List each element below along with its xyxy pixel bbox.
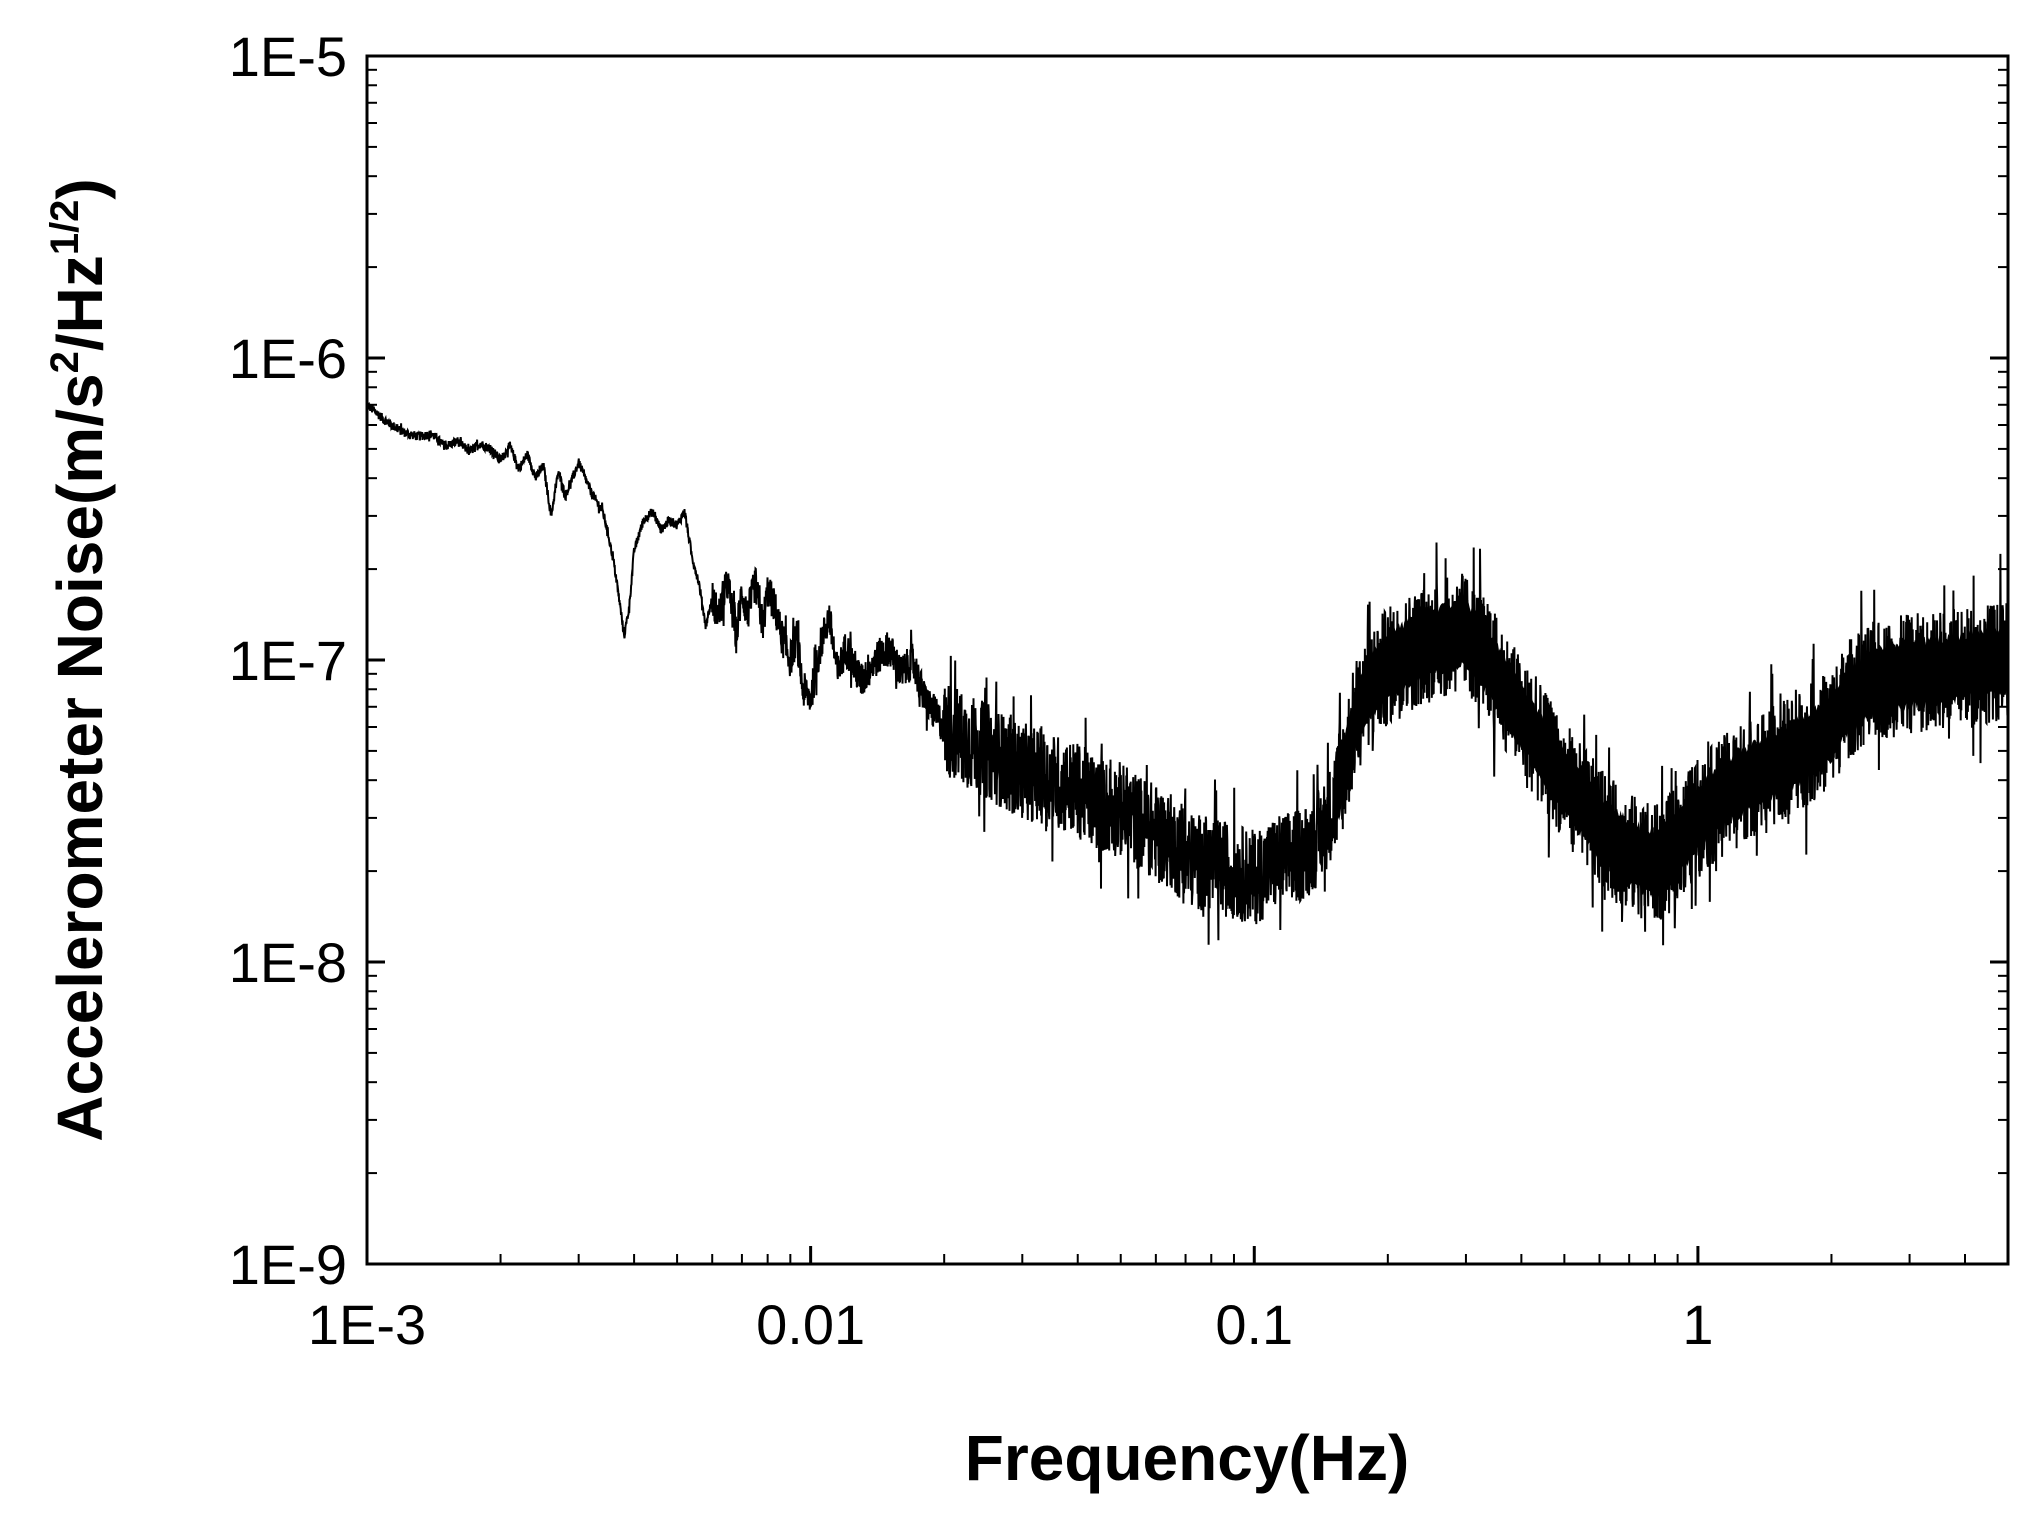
x-tick-labels: 1E-3 0.01 0.1 1 bbox=[308, 1293, 1714, 1356]
y-tick-label: 1E-5 bbox=[229, 25, 347, 88]
major-ticks bbox=[365, 54, 2008, 1266]
x-tick-label: 1 bbox=[1682, 1293, 1713, 1356]
x-tick-label: 0.1 bbox=[1215, 1293, 1293, 1356]
x-tick-label: 1E-3 bbox=[308, 1293, 426, 1356]
y-axis-title-prefix: Accelerometer Noise(m/s bbox=[44, 373, 116, 1141]
minor-ticks bbox=[367, 68, 2008, 1264]
plot-frame bbox=[365, 54, 2010, 1266]
x-tick-label: 0.01 bbox=[756, 1293, 865, 1356]
y-tick-label: 1E-8 bbox=[229, 931, 347, 994]
y-tick-label: 1E-7 bbox=[229, 629, 347, 692]
noise-line bbox=[366, 401, 2009, 946]
y-tick-label: 1E-6 bbox=[229, 327, 347, 390]
y-axis-title-sup-2: 1/2 bbox=[43, 200, 87, 256]
x-axis-title: Frequency(Hz) bbox=[965, 1422, 1410, 1494]
y-axis-title-sup-1: 2 bbox=[43, 351, 87, 373]
y-tick-label: 1E-9 bbox=[229, 1233, 347, 1296]
y-tick-labels: 1E-9 1E-8 1E-7 1E-6 1E-5 bbox=[229, 25, 347, 1296]
y-axis-title-middle: /Hz bbox=[44, 255, 116, 351]
y-axis-title-suffix: ) bbox=[44, 178, 116, 199]
y-axis-title: Accelerometer Noise(m/s2/Hz1/2) bbox=[43, 178, 116, 1142]
